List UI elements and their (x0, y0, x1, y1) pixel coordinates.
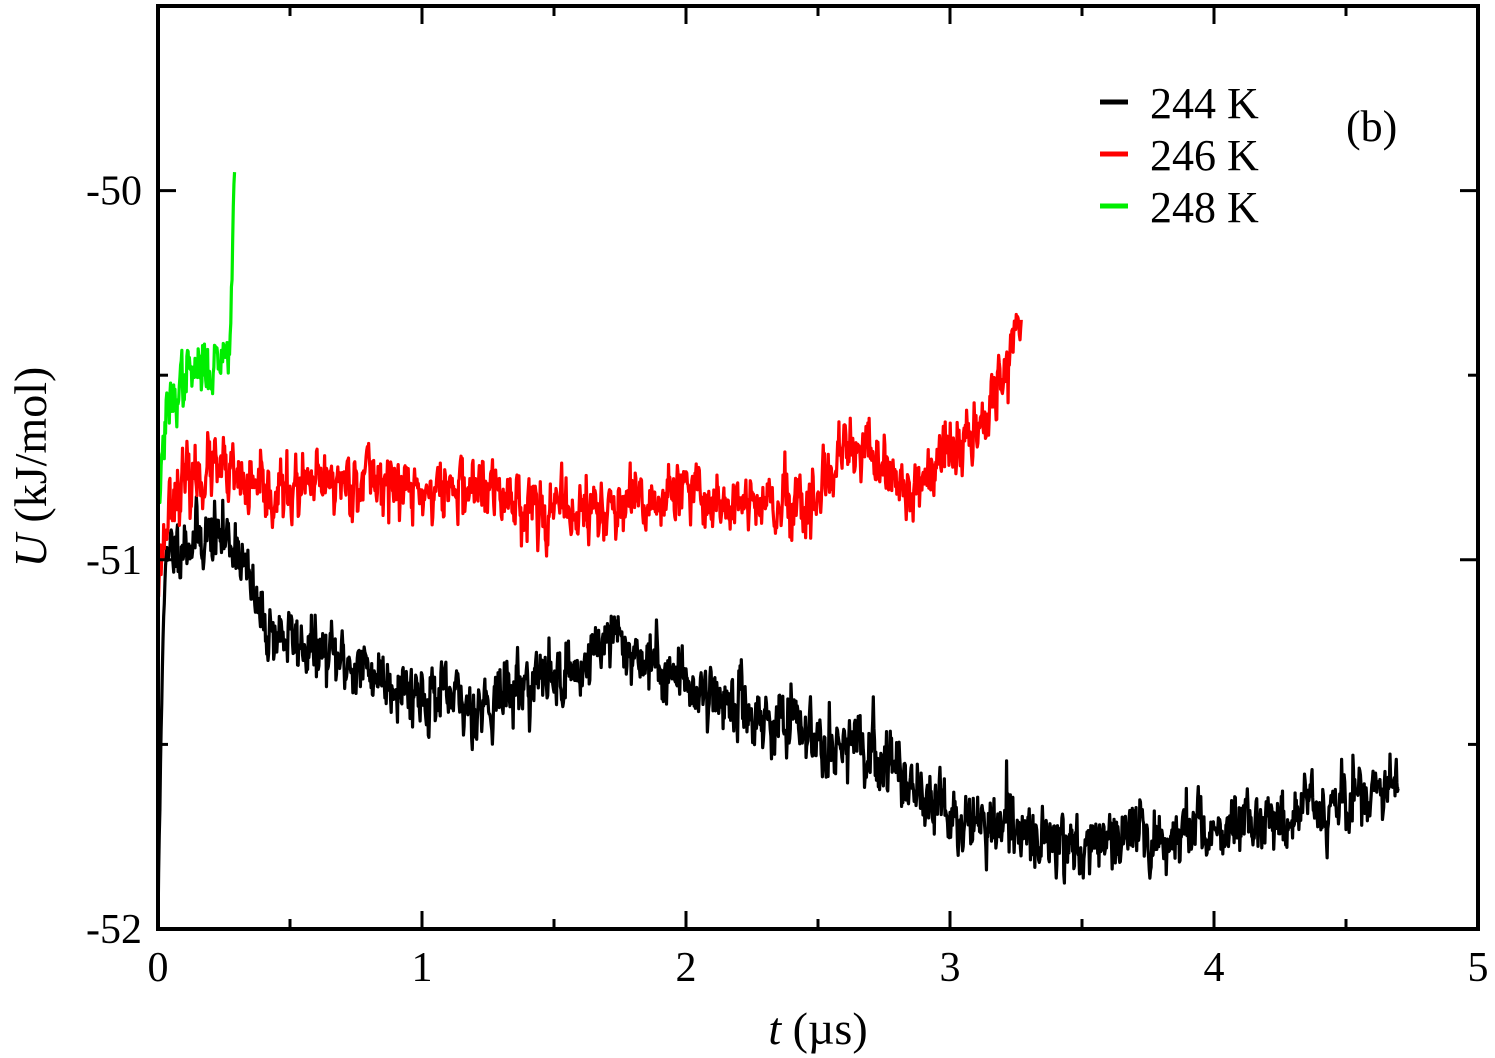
x-axis-label: t (µs) (768, 1003, 867, 1054)
legend-label: 248 K (1150, 183, 1259, 232)
y-axis-label: U (kJ/mol) (5, 367, 56, 568)
y-tick-label: -50 (86, 169, 142, 215)
panel-label: (b) (1346, 102, 1397, 151)
legend-label: 246 K (1150, 131, 1259, 180)
x-tick-label: 5 (1468, 945, 1489, 991)
legend-label: 244 K (1150, 79, 1259, 128)
x-tick-label: 0 (148, 945, 169, 991)
x-tick-label: 1 (412, 945, 433, 991)
series-line-248-k (158, 172, 237, 505)
series-line-244-k (158, 495, 1400, 929)
x-tick-label: 4 (1204, 945, 1225, 991)
y-tick-label: -52 (86, 907, 142, 953)
y-tick-label: -51 (86, 538, 142, 584)
axis-ticks (156, 6, 1480, 931)
x-tick-label: 3 (940, 945, 961, 991)
axis-tick-labels: 0 1 2 3 4 5 -52 -51 -50 (86, 169, 1489, 991)
series-layer (158, 172, 1400, 929)
x-tick-label: 2 (676, 945, 697, 991)
series-line-246-k (158, 312, 1023, 598)
